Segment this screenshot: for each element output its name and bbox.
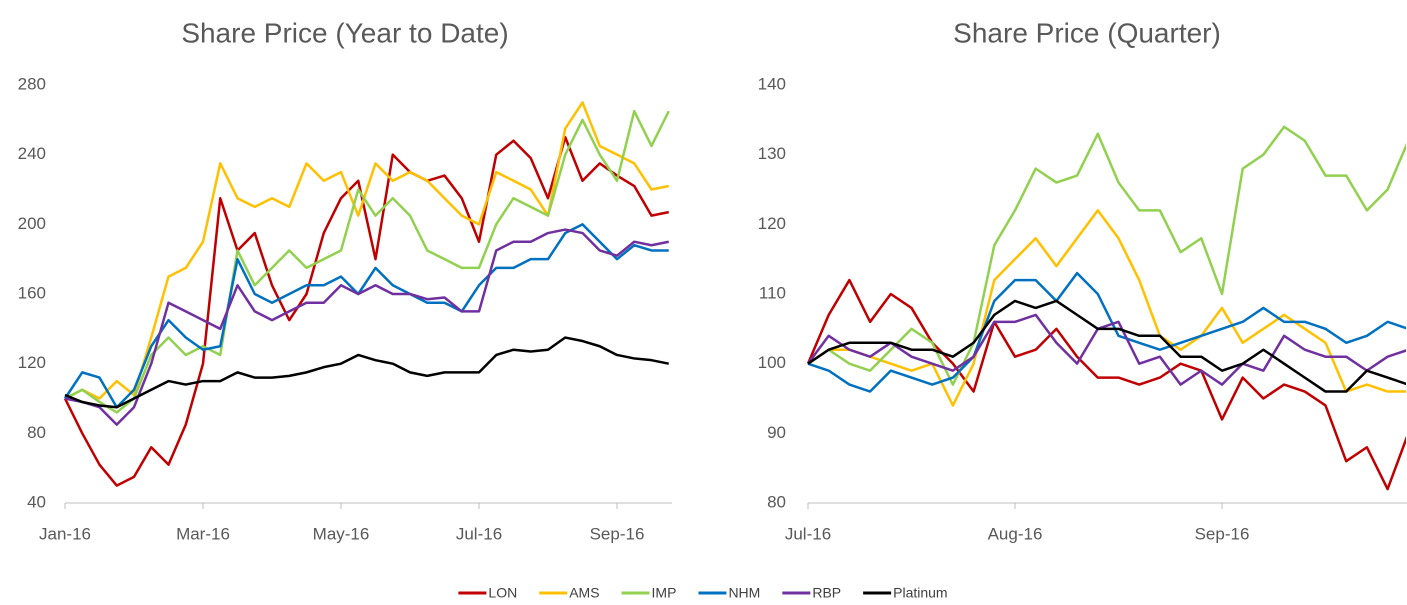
y-tick-label: 40 (27, 492, 46, 511)
y-tick-label: 100 (758, 353, 786, 372)
legend-label: RBP (812, 585, 841, 601)
series-line (64, 228, 669, 426)
legend-item: AMS (539, 585, 600, 601)
chart-title: Share Price (Year to Date) (181, 17, 508, 48)
y-tick-label: 80 (27, 423, 46, 442)
series-line (63, 223, 669, 409)
series-line (807, 125, 1406, 386)
y-tick-label: 200 (18, 214, 46, 233)
legend-item: Platinum (863, 585, 948, 601)
series-line (64, 109, 670, 414)
chart-title: Share Price (Quarter) (953, 17, 1221, 48)
series-line (63, 136, 669, 487)
legend-item: NHM (698, 585, 760, 601)
legend-label: Platinum (893, 585, 947, 601)
y-tick-label: 110 (759, 283, 786, 302)
legend-label: IMP (652, 585, 677, 601)
x-tick-label: Aug-16 (988, 524, 1043, 543)
series-line (64, 336, 669, 409)
series-line (807, 271, 1406, 393)
y-tick-label: 130 (758, 144, 786, 163)
legend-label: LON (488, 585, 517, 601)
x-tick-label: Mar-16 (176, 524, 230, 543)
x-tick-label: Sep-16 (1195, 524, 1250, 543)
y-tick-label: 140 (758, 74, 786, 93)
legend-item: IMP (621, 585, 677, 601)
series-line (807, 299, 1406, 393)
series-line (64, 101, 669, 400)
y-tick-label: 120 (758, 214, 786, 233)
y-tick-label: 120 (18, 353, 46, 372)
y-tick-label: 160 (18, 283, 46, 302)
x-tick-label: Jul-16 (785, 524, 831, 543)
x-tick-label: Jul-16 (456, 524, 502, 543)
series-line (806, 278, 1406, 491)
legend-item: LON (458, 585, 517, 601)
legend: LON AMS IMP NHM RBP Platinum (458, 585, 948, 601)
legend-label: AMS (569, 585, 599, 601)
x-tick-label: Sep-16 (590, 524, 645, 543)
y-tick-label: 280 (18, 74, 46, 93)
y-tick-label: 240 (18, 144, 46, 163)
x-tick-label: Jan-16 (39, 524, 91, 543)
legend-item: RBP (782, 585, 841, 601)
legend-label: NHM (728, 585, 760, 601)
series-line (806, 313, 1406, 386)
y-tick-label: 90 (767, 423, 786, 442)
series-line (807, 209, 1406, 407)
y-tick-label: 80 (767, 492, 786, 511)
x-tick-label: May-16 (313, 524, 370, 543)
